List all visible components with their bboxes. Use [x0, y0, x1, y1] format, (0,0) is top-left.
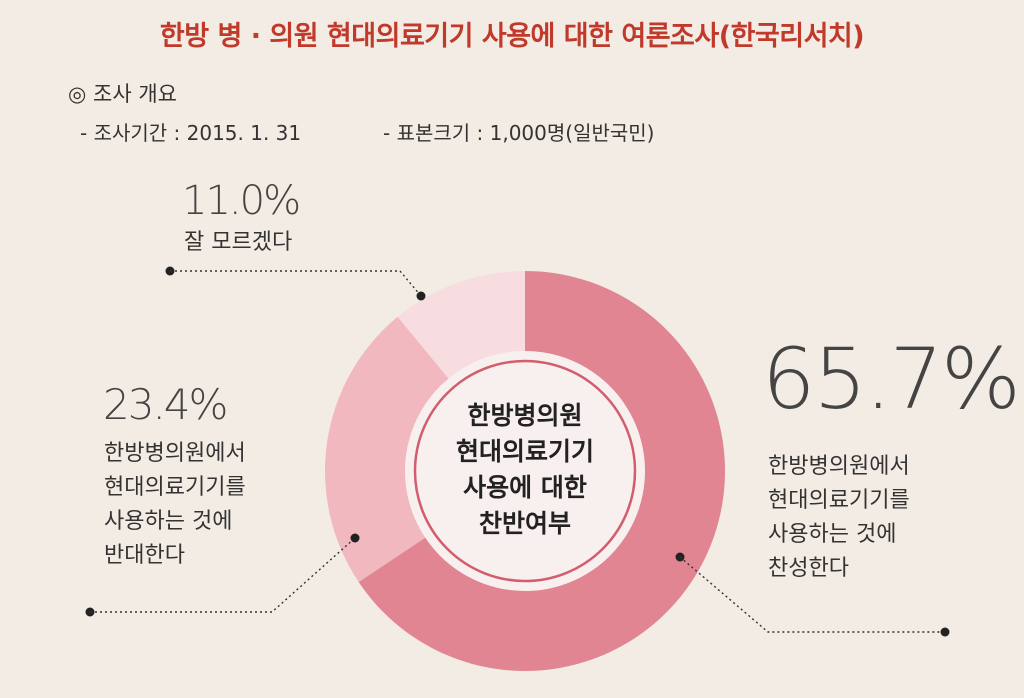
desc-oppose-line-2: 현대의료기기를 [104, 475, 246, 500]
desc-agree: 한방병의원에서 현대의료기기를 사용하는 것에 찬성한다 [768, 450, 910, 586]
leader-dot-oppose-end [350, 533, 360, 543]
percent-label-unknown: 11.0% [182, 178, 301, 224]
overview-heading: ◎ 조사 개요 [68, 82, 177, 106]
center-label-line-3: 사용에 대한 [463, 473, 587, 502]
desc-oppose-line-1: 한방병의원에서 [104, 441, 246, 466]
center-label-line-2: 현대의료기기 [455, 437, 594, 466]
desc-oppose-line-4: 반대한다 [104, 543, 185, 568]
leader-line-unknown [170, 270, 422, 297]
center-circle [405, 351, 645, 591]
percent-label-agree: 65.7% [762, 330, 1021, 428]
sample-size: - 표본크기 : 1,000명(일반국민) [383, 121, 655, 145]
desc-oppose-line-3: 사용하는 것에 [104, 509, 233, 534]
desc-agree-line-2: 현대의료기기를 [768, 488, 910, 513]
survey-period: - 조사기간 : 2015. 1. 31 [80, 121, 302, 145]
leader-dot-agree-end [940, 627, 950, 637]
leader-line-agree [679, 556, 945, 633]
desc-unknown: 잘 모르겠다 [184, 230, 293, 255]
leader-line-oppose [90, 537, 356, 613]
desc-agree-line-3: 사용하는 것에 [768, 522, 897, 547]
leader-dot-unknown-end [416, 291, 426, 301]
page-title: 한방 병 · 의원 현대의료기기 사용에 대한 여론조사(한국리서치) [159, 21, 865, 52]
percent-label-oppose: 23.4% [103, 380, 228, 429]
center-label-line-4: 찬반여부 [478, 509, 571, 538]
center-label: 한방병의원 현대의료기기 사용에 대한 찬반여부 [430, 398, 620, 542]
desc-agree-line-4: 찬성한다 [768, 556, 849, 581]
center-circle-ring [413, 359, 637, 583]
center-label-line-1: 한방병의원 [467, 401, 583, 430]
desc-oppose: 한방병의원에서 현대의료기기를 사용하는 것에 반대한다 [104, 437, 246, 573]
desc-agree-line-1: 한방병의원에서 [768, 454, 910, 479]
